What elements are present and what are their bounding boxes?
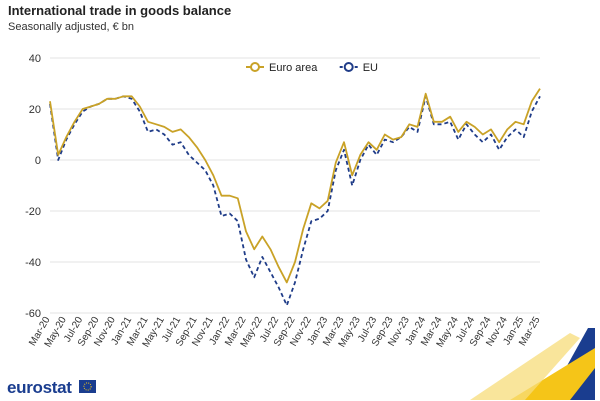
legend-marker-icon bbox=[343, 62, 354, 72]
y-tick-label: 0 bbox=[35, 155, 41, 167]
series-line-euro-area bbox=[49, 88, 541, 284]
x-axis-tick-labels: Mar-20May-20Jul-20Sep-20Nov-20Jan-21Mar-… bbox=[27, 315, 543, 350]
eurostat-corner-graphic bbox=[470, 328, 595, 400]
eurostat-logo: eurostat bbox=[7, 378, 72, 397]
legend: Euro area EU bbox=[246, 62, 378, 74]
series-line-eu bbox=[49, 95, 541, 307]
y-tick-label: -20 bbox=[25, 206, 41, 218]
y-tick-label: -40 bbox=[25, 257, 41, 269]
legend-label[interactable]: Euro area bbox=[269, 62, 318, 74]
legend-label[interactable]: EU bbox=[363, 62, 378, 74]
legend-marker-icon bbox=[250, 62, 260, 72]
chart-subtitle: Seasonally adjusted, € bn bbox=[8, 21, 134, 33]
series-group bbox=[49, 88, 541, 307]
eu-flag-icon bbox=[79, 380, 96, 393]
gridlines bbox=[50, 57, 540, 314]
y-tick-label: -60 bbox=[25, 308, 41, 320]
y-tick-label: 40 bbox=[29, 53, 41, 65]
y-axis-tick-labels: 40 20 0 -20 -40 -60 bbox=[25, 53, 41, 320]
chart-title: International trade in goods balance bbox=[8, 3, 232, 18]
y-tick-label: 20 bbox=[29, 104, 41, 116]
